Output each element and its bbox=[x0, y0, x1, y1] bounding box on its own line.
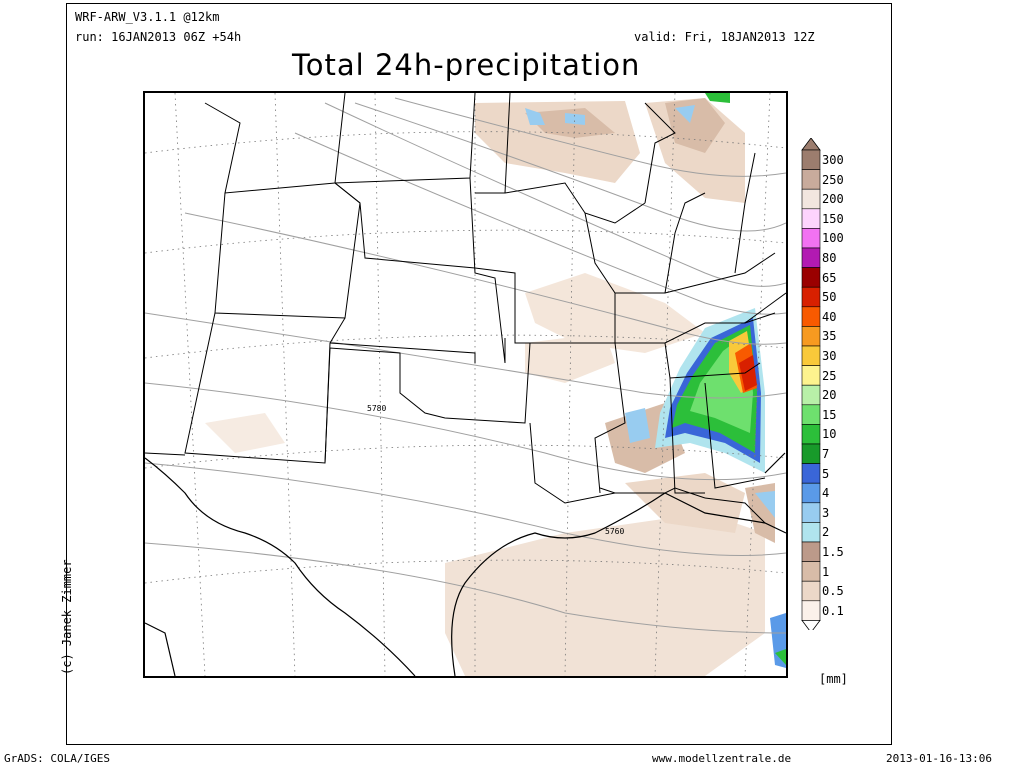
state-boundaries bbox=[145, 93, 786, 524]
legend-swatch bbox=[801, 345, 821, 366]
legend-swatch bbox=[801, 541, 821, 562]
legend-swatch bbox=[801, 443, 821, 464]
legend-label: 3 bbox=[822, 505, 830, 520]
legend-label: 1.5 bbox=[822, 545, 844, 559]
coastline bbox=[145, 452, 786, 676]
legend-arrow-top bbox=[801, 138, 821, 151]
precip-heavy bbox=[655, 308, 765, 473]
legend-swatch bbox=[801, 600, 821, 621]
legend-swatch bbox=[801, 463, 821, 484]
legend-arrow-bottom bbox=[801, 620, 821, 630]
legend-label: 10 bbox=[822, 427, 837, 442]
legend-swatch bbox=[801, 149, 821, 170]
legend-swatch bbox=[801, 228, 821, 249]
legend-label: 80 bbox=[822, 251, 837, 265]
legend-label: 200 bbox=[822, 192, 844, 207]
legend-label: 2 bbox=[822, 525, 830, 540]
legend-label: 30 bbox=[822, 349, 837, 363]
legend-label: 25 bbox=[822, 368, 837, 383]
contour-label: 5760 bbox=[605, 527, 624, 536]
legend-swatch bbox=[801, 522, 821, 543]
legend-swatch bbox=[801, 247, 821, 268]
legend-swatch bbox=[801, 580, 821, 602]
legend-label: 35 bbox=[822, 329, 837, 344]
legend-label: 1 bbox=[822, 564, 830, 579]
legend-label: 300 bbox=[822, 153, 844, 167]
precip-legend: 300 250 200 150 100 80 65 50 40 35 30 25 20 15 10 7 5 4 3 2… bbox=[801, 138, 871, 630]
valid-label: valid: Fri, 18JAN2013 12Z bbox=[634, 30, 815, 44]
legend-label: 7 bbox=[822, 447, 830, 461]
legend-swatch bbox=[801, 188, 821, 210]
legend-swatch bbox=[801, 267, 821, 288]
copyright-label: (c) Janek Zimmer bbox=[60, 559, 74, 675]
precipitation-map: 5780 5760 bbox=[143, 91, 788, 678]
legend-swatch bbox=[801, 502, 821, 523]
legend-label: 40 bbox=[822, 309, 837, 324]
legend-swatch bbox=[801, 561, 821, 582]
legend-swatch bbox=[801, 208, 821, 229]
footer-center: www.modellzentrale.de bbox=[652, 752, 792, 765]
legend-label: 0.1 bbox=[822, 603, 844, 618]
legend-unit: [mm] bbox=[819, 672, 848, 686]
legend-swatch bbox=[801, 384, 821, 406]
legend-swatch bbox=[801, 306, 821, 327]
legend-label: 5 bbox=[822, 466, 830, 481]
contour-label: 5780 bbox=[367, 404, 386, 413]
legend-label: 0.5 bbox=[822, 584, 844, 599]
page-title: Total 24h-precipitation bbox=[292, 48, 641, 82]
footer-right: 2013-01-16-13:06 bbox=[886, 752, 992, 765]
map-canvas: 5780 5760 bbox=[145, 93, 786, 676]
legend-label: 65 bbox=[822, 270, 837, 285]
legend-swatch bbox=[801, 482, 821, 504]
footer-left: GrADS: COLA/IGES bbox=[4, 752, 110, 765]
legend-label: 15 bbox=[822, 407, 837, 422]
legend-label: 20 bbox=[822, 388, 837, 403]
plot-frame bbox=[66, 3, 892, 745]
legend-swatch bbox=[801, 424, 821, 445]
lat-lon-grid bbox=[145, 93, 786, 676]
legend-label: 250 bbox=[822, 172, 844, 187]
legend-swatch bbox=[801, 286, 821, 308]
legend-label: 100 bbox=[822, 231, 844, 246]
run-label: run: 16JAN2013 06Z +54h bbox=[75, 30, 242, 44]
legend-swatch bbox=[801, 404, 821, 425]
legend-swatch bbox=[801, 169, 821, 190]
legend-swatch bbox=[801, 365, 821, 386]
height-contours bbox=[145, 97, 786, 634]
legend-label: 150 bbox=[822, 211, 844, 226]
legend-swatch bbox=[801, 326, 821, 347]
legend-label: 50 bbox=[822, 290, 837, 305]
legend-colorbar bbox=[801, 138, 821, 630]
legend-label: 4 bbox=[822, 486, 830, 501]
model-label: WRF-ARW_V3.1.1 @12km bbox=[75, 10, 220, 24]
